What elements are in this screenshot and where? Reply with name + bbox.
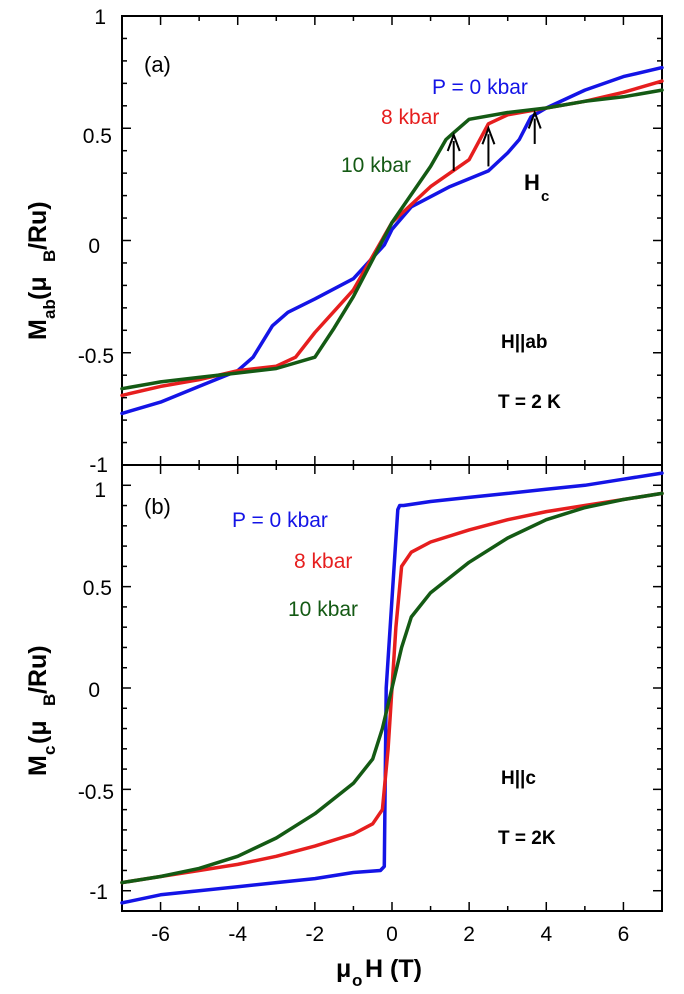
y-label-b-rest: /Ru)	[24, 645, 52, 694]
y-label-b-sub: c	[40, 746, 59, 755]
panel-b-series	[120, 471, 664, 905]
series-line-blue	[120, 65, 664, 416]
panel-a-series	[120, 65, 664, 416]
series-label-8kbar: 8 kbar	[294, 550, 352, 573]
hc-arrow-head	[446, 132, 461, 152]
hc-annotation: H c	[524, 170, 549, 205]
series-line-green	[120, 88, 664, 391]
x-tick-labels: -6 -4 -2 0 2 4 6	[151, 923, 629, 946]
x-label-sub: o	[352, 971, 362, 990]
panel-a-frame	[121, 15, 663, 466]
x-label-prefix: μ	[336, 955, 351, 983]
hc-arrow-head	[481, 125, 496, 145]
y-axis-label-a: M ab (μ B /Ru)	[24, 201, 59, 340]
y-label-a-rest: /Ru)	[24, 201, 52, 250]
y-tick-label: 0	[88, 235, 100, 258]
x-tick-label: 6	[618, 923, 630, 946]
series-line-green	[120, 491, 664, 885]
x-tick-label: -4	[228, 923, 247, 946]
y-tick-label: -1	[89, 881, 108, 904]
temperature-a: T = 2 K	[498, 392, 561, 413]
y-label-a-sub: ab	[40, 299, 59, 319]
panel-b: 1 0.5 0 -0.5 -1 (b) P = 0 kbar 8 kbar 10…	[78, 464, 664, 912]
panel-a: 1 0.5 0 -0.5 -1 (a) P = 0 kbar 8 kbar 10…	[78, 6, 664, 477]
series-label-8kbar: 8 kbar	[381, 106, 439, 129]
y-label-b-sub2: B	[40, 694, 59, 706]
field-direction-b: H||c	[501, 768, 536, 789]
y-tick-label: -1	[89, 454, 108, 477]
panel-a-tick-labels: 1 0.5 0 -0.5 -1	[78, 6, 114, 477]
y-tick-label: -0.5	[78, 781, 114, 804]
x-tick-label: -2	[306, 923, 325, 946]
y-tick-label: -0.5	[78, 345, 114, 368]
panel-b-ticks	[121, 464, 663, 912]
panel-b-label: (b)	[144, 494, 171, 519]
x-tick-label: 0	[386, 923, 398, 946]
y-axis-label-b: M c (μ B /Ru)	[24, 645, 59, 776]
series-label-10kbar: 10 kbar	[341, 154, 411, 177]
y-tick-label: 0.5	[83, 125, 112, 148]
x-axis-label: μ o H (T)	[336, 955, 422, 990]
x-tick-label: -6	[151, 923, 170, 946]
y-label-a-sub2: B	[40, 250, 59, 262]
x-label-rest: H (T)	[365, 955, 422, 983]
panel-a-ticks	[121, 15, 663, 466]
y-tick-label: 1	[94, 6, 106, 29]
x-tick-label: 2	[463, 923, 475, 946]
field-direction-a: H||ab	[501, 332, 548, 353]
y-label-a-main: M	[24, 319, 52, 340]
hc-label: H	[524, 170, 540, 195]
y-label-b-main: M	[24, 755, 52, 776]
panel-a-label: (a)	[144, 52, 171, 77]
y-tick-label: 0	[88, 679, 100, 702]
hc-arrow-head	[527, 109, 542, 129]
series-label-p0: P = 0 kbar	[432, 76, 528, 99]
y-tick-label: 1	[94, 479, 106, 502]
hc-label-sub: c	[541, 188, 549, 205]
series-label-10kbar: 10 kbar	[288, 598, 358, 621]
series-line-blue	[120, 471, 664, 905]
y-tick-label: 0.5	[83, 577, 112, 600]
y-label-b-mid: (μ	[24, 720, 52, 744]
y-label-a-mid: (μ	[24, 276, 52, 300]
hc-arrows	[446, 109, 542, 171]
temperature-b: T = 2K	[498, 828, 556, 849]
series-label-p0: P = 0 kbar	[232, 509, 328, 532]
x-tick-label: 4	[540, 923, 552, 946]
panel-b-tick-labels: 1 0.5 0 -0.5 -1	[78, 479, 114, 904]
